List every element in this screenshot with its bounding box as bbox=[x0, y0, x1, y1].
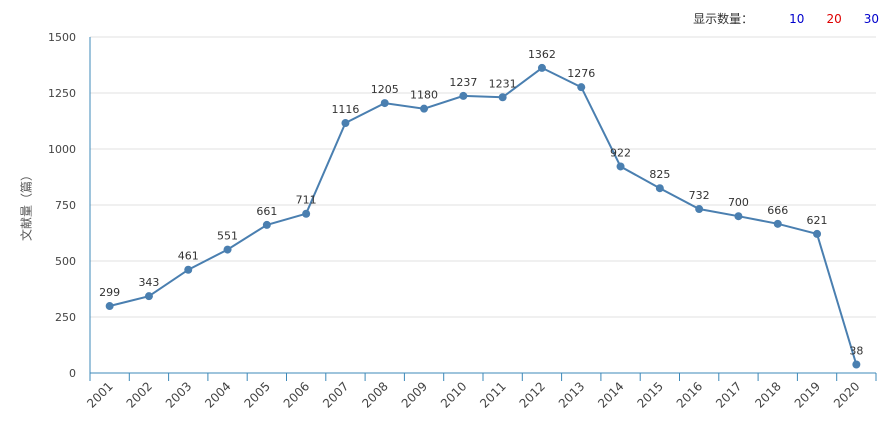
x-tick-label: 2010 bbox=[438, 379, 469, 410]
y-tick-labels: 0 250 500 750 1000 1250 1500 bbox=[48, 31, 76, 380]
display-count-selector: 显示数量： 10 20 30 bbox=[693, 10, 879, 27]
data-point bbox=[852, 360, 861, 369]
data-point bbox=[537, 63, 546, 72]
data-point bbox=[420, 104, 429, 113]
data-point bbox=[734, 212, 743, 221]
data-label: 551 bbox=[217, 230, 238, 243]
data-label: 666 bbox=[767, 204, 788, 217]
data-label: 38 bbox=[849, 344, 863, 357]
data-point bbox=[341, 119, 350, 128]
display-count-label: 显示数量： bbox=[693, 12, 754, 26]
data-point bbox=[577, 83, 586, 92]
y-axis-label: 文献量（篇） bbox=[19, 168, 34, 242]
data-label: 621 bbox=[807, 214, 828, 227]
grid-lines bbox=[90, 36, 876, 318]
data-label: 461 bbox=[178, 250, 199, 263]
series-path bbox=[109, 66, 858, 365]
data-point bbox=[262, 220, 271, 229]
display-count-option-20[interactable]: 20 bbox=[826, 11, 842, 26]
series-line bbox=[109, 66, 858, 365]
x-tick-label: 2003 bbox=[163, 379, 194, 410]
x-tick-label: 2016 bbox=[674, 379, 705, 410]
data-point bbox=[459, 91, 468, 100]
data-point bbox=[223, 245, 232, 254]
data-point bbox=[380, 99, 389, 108]
data-point bbox=[616, 162, 625, 171]
data-label: 700 bbox=[728, 196, 749, 209]
x-tick-label: 2017 bbox=[713, 379, 744, 410]
data-point bbox=[773, 219, 782, 228]
data-label: 1116 bbox=[331, 103, 359, 116]
data-label: 922 bbox=[610, 146, 631, 159]
x-tick-label: 2006 bbox=[281, 379, 312, 410]
x-tick-labels: 2001 2002 2003 2004 2005 2006 2007 2008 2009 2010… bbox=[84, 379, 862, 410]
data-label: 1180 bbox=[410, 89, 438, 102]
y-tick-label: 500 bbox=[55, 255, 76, 268]
data-point bbox=[144, 292, 153, 301]
x-tick-label: 2011 bbox=[477, 379, 508, 410]
data-label: 1276 bbox=[567, 67, 595, 80]
x-tick-label: 2018 bbox=[752, 379, 783, 410]
x-tick-label: 2005 bbox=[241, 379, 272, 410]
x-tick-label: 2015 bbox=[634, 379, 665, 410]
display-count-option-10[interactable]: 10 bbox=[789, 11, 805, 26]
data-label: 343 bbox=[138, 276, 159, 289]
data-label: 732 bbox=[689, 189, 710, 202]
data-label: 1231 bbox=[489, 77, 517, 90]
x-tick-label: 2002 bbox=[124, 379, 155, 410]
x-tick-label: 2007 bbox=[320, 379, 351, 410]
data-point bbox=[184, 265, 193, 274]
data-label: 1205 bbox=[371, 83, 399, 96]
y-tick-label: 750 bbox=[55, 199, 76, 212]
data-label: 1362 bbox=[528, 48, 556, 61]
data-point bbox=[105, 302, 114, 311]
y-tick-label: 250 bbox=[55, 311, 76, 324]
x-tick-label: 2008 bbox=[359, 379, 390, 410]
data-point bbox=[813, 229, 822, 238]
data-label: 299 bbox=[99, 286, 120, 299]
data-point bbox=[695, 205, 704, 214]
data-point bbox=[302, 209, 311, 218]
y-tick-label: 1500 bbox=[48, 31, 76, 44]
x-tick-label: 2013 bbox=[556, 379, 587, 410]
x-tick-label: 2009 bbox=[399, 379, 430, 410]
data-point bbox=[498, 93, 507, 102]
data-label: 825 bbox=[649, 168, 670, 181]
data-points bbox=[105, 63, 861, 369]
axes bbox=[89, 37, 877, 381]
data-label: 711 bbox=[296, 194, 317, 207]
display-count-option-30[interactable]: 30 bbox=[863, 11, 879, 26]
data-labels: 299 343 461 551 661 711 1116 1205 1180 1237 1231 13… bbox=[99, 48, 863, 358]
y-tick-label: 1000 bbox=[48, 143, 76, 156]
y-tick-label: 1250 bbox=[48, 87, 76, 100]
x-tick-label: 2004 bbox=[202, 379, 233, 410]
x-tick-label: 2019 bbox=[792, 379, 823, 410]
data-label: 661 bbox=[256, 205, 277, 218]
data-point bbox=[655, 184, 664, 193]
x-tick-label: 2001 bbox=[84, 379, 115, 410]
x-tick-label: 2020 bbox=[831, 379, 862, 410]
x-tick-label: 2014 bbox=[595, 379, 626, 410]
data-label: 1237 bbox=[449, 76, 477, 89]
x-tick-label: 2012 bbox=[517, 379, 548, 410]
y-tick-label: 0 bbox=[69, 367, 76, 380]
